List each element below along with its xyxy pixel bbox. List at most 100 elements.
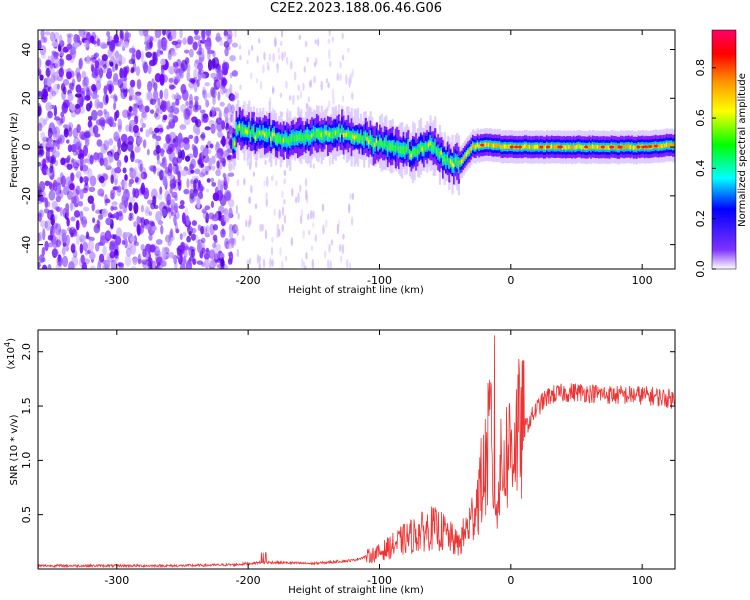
noise-blob (60, 111, 65, 118)
noise-blob (186, 235, 191, 243)
noise-blob (124, 30, 129, 39)
noise-blob (73, 42, 80, 48)
noise-blob (81, 216, 88, 228)
noise-blob (314, 39, 317, 45)
ridge-segment (312, 129, 315, 137)
noise-blob (254, 160, 258, 168)
noise-blob (179, 249, 183, 259)
noise-blob (56, 231, 61, 240)
noise-blob (110, 174, 115, 184)
noise-blob (221, 257, 225, 267)
noise-blob (204, 257, 210, 269)
ridge-segment (341, 126, 344, 134)
ridge-core (270, 137, 272, 142)
noise-blob (115, 235, 122, 246)
noise-blob (201, 226, 208, 235)
noise-blob (292, 94, 295, 106)
noise-blob (153, 112, 158, 119)
noise-blob (157, 193, 163, 200)
ridge-core (615, 145, 617, 150)
y-tick-label: 0.5 (20, 506, 33, 524)
noise-blob (49, 225, 55, 237)
ridge-core (470, 146, 472, 151)
noise-blob (82, 176, 89, 183)
snr-panel: -300 -200 -100 0 100 0.5 1.0 1.5 2.0 Height of … (3, 329, 676, 596)
ridge-core (604, 145, 606, 150)
noise-blob (120, 88, 128, 100)
noise-blob (94, 98, 100, 109)
noise-blob (90, 64, 95, 73)
noise-blob (147, 80, 153, 93)
ridge-core (421, 147, 424, 152)
noise-blob (98, 101, 104, 109)
noise-blob (132, 187, 136, 198)
noise-blob (324, 250, 327, 259)
noise-blob (58, 67, 64, 78)
noise-blob (103, 85, 108, 95)
noise-blob (140, 50, 144, 63)
noise-blob (58, 138, 64, 146)
noise-blob (38, 145, 42, 156)
ridge-segment (412, 148, 415, 156)
noise-blob (223, 149, 230, 158)
noise-blob (118, 40, 123, 48)
noise-blob (181, 212, 186, 224)
noise-blob (82, 206, 90, 212)
noise-blob (176, 155, 183, 164)
noise-blob (199, 134, 206, 139)
noise-blob (196, 260, 204, 265)
ridge-core (579, 144, 581, 149)
noise-blob (86, 85, 92, 91)
noise-blob (94, 242, 100, 252)
colorbar: 0.0 0.2 0.4 0.6 0.8 Normalized spectral ampl… (694, 29, 748, 278)
noise-blob (132, 106, 138, 116)
x-tick-label: -300 (104, 274, 129, 287)
ridge-segment (331, 131, 334, 139)
ridge-core (440, 150, 443, 155)
noise-blob (219, 101, 225, 107)
noise-blob (290, 60, 293, 70)
noise-blob (190, 169, 195, 174)
ridge-core (593, 145, 595, 149)
noise-blob (98, 67, 104, 79)
ridge-segment (396, 143, 399, 151)
noise-blob (203, 154, 210, 164)
noise-blob (152, 51, 158, 58)
noise-blob (171, 115, 179, 124)
noise-blob (62, 104, 66, 110)
noise-blob (180, 103, 187, 113)
noise-blob (327, 82, 330, 89)
noise-blob (113, 34, 119, 44)
noise-blob (226, 37, 233, 45)
noise-blob (208, 157, 213, 170)
noise-blob (98, 257, 102, 268)
noise-blob (229, 54, 236, 62)
noise-blob (65, 234, 70, 246)
ridge-peak (480, 143, 485, 147)
ridge-peak (517, 145, 522, 149)
noise-blob (339, 255, 343, 263)
noise-blob (208, 249, 216, 260)
noise-blob (162, 38, 167, 50)
noise-blob (156, 167, 162, 172)
ridge-segment (240, 126, 243, 135)
noise-blob (281, 223, 284, 233)
ridge-core (580, 145, 583, 150)
noise-blob (192, 188, 198, 195)
ridge-segment (446, 154, 449, 162)
noise-blob (54, 222, 58, 229)
noise-blob (293, 71, 297, 81)
noise-blob (277, 54, 281, 61)
noise-blob (44, 180, 51, 187)
noise-blob (105, 217, 112, 226)
noise-blob (114, 63, 119, 71)
noise-blob (314, 233, 317, 242)
ridge-core (471, 143, 474, 148)
spectrogram-y-axis: -40 -20 0 20 40 (20, 43, 675, 254)
noise-blob (45, 137, 53, 143)
noise-blob (74, 93, 82, 98)
noise-blob (70, 243, 76, 251)
noise-blob (66, 33, 74, 38)
noise-blob (108, 40, 116, 52)
